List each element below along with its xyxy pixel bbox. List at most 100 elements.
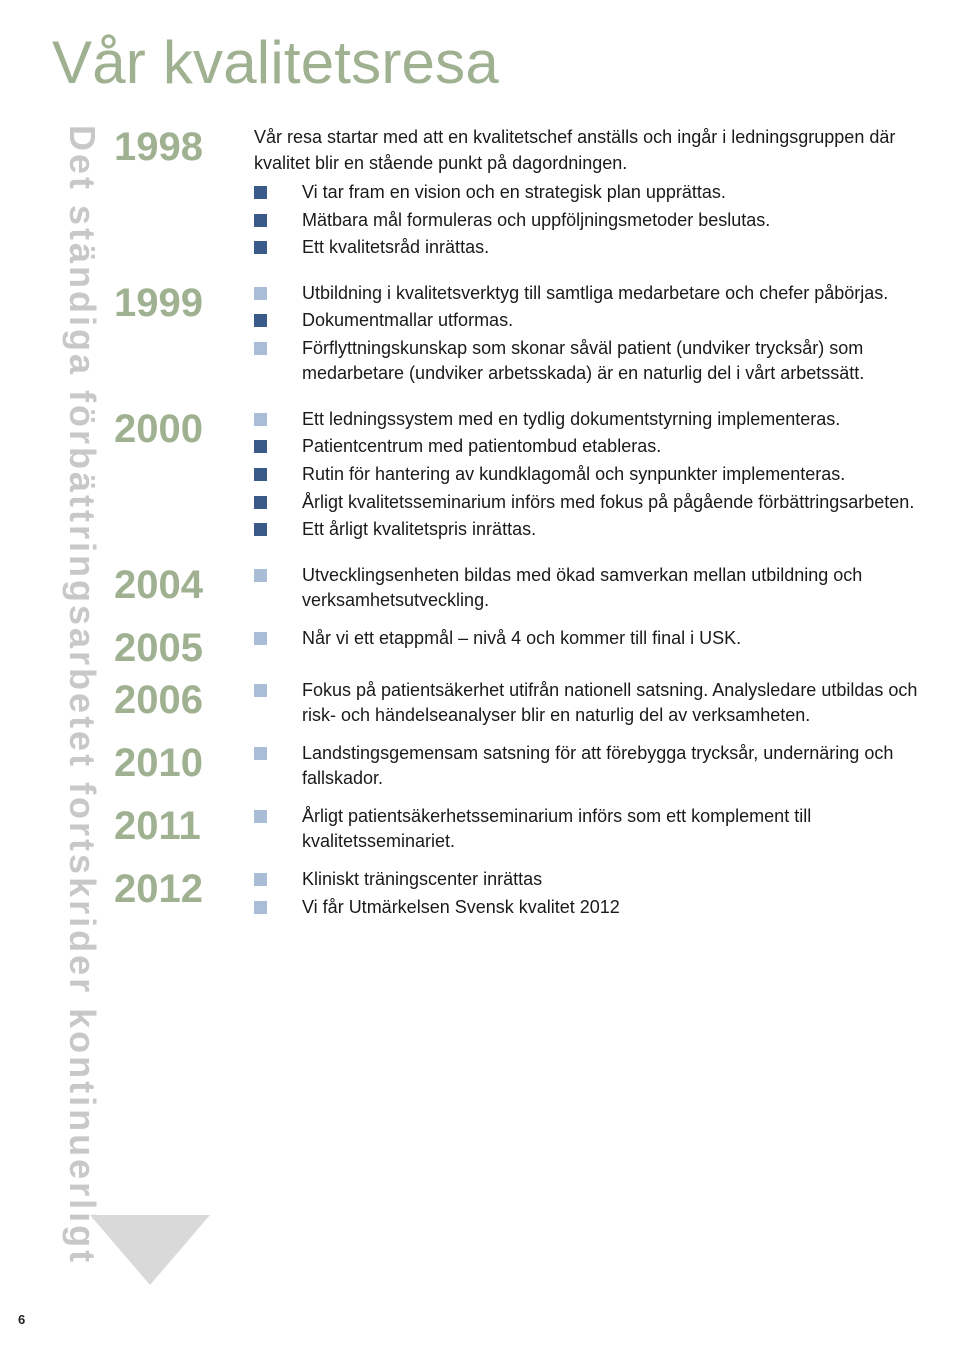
bullet-text: Patientcentrum med patientombud etablera…: [302, 436, 661, 456]
vertical-label-column: Det ständiga förbättringsarbetet fortskr…: [60, 125, 114, 932]
timeline-row: 1999Utbildning i kvalitetsverktyg till s…: [114, 281, 920, 389]
columns-layout: Det ständiga förbättringsarbetet fortskr…: [60, 125, 920, 932]
timeline-year: 2010: [114, 741, 254, 794]
bullet-item: Årligt patientsäkerhetsseminarium införs…: [254, 804, 920, 855]
bullet-item: Förflyttningskunskap som skonar såväl pa…: [254, 336, 920, 387]
bullet-text: Fokus på patientsäkerhet utifrån natione…: [302, 680, 917, 726]
timeline-year: 2005: [114, 626, 254, 668]
page-number: 6: [18, 1312, 25, 1327]
bullet-text: Mätbara mål formuleras och uppföljningsm…: [302, 210, 770, 230]
bullet-item: Vi tar fram en vision och en strategisk …: [254, 180, 920, 206]
bullet-list: Når vi ett etappmål – nivå 4 och kommer …: [254, 626, 920, 652]
bullet-item: Årligt kvalitetsseminarium införs med fo…: [254, 490, 920, 516]
bullet-text: Landstingsgemensam satsning för att före…: [302, 743, 893, 789]
timeline-row: 2000 Ett ledningssystem med en tydlig dok…: [114, 407, 920, 545]
bullet-square-icon: [254, 413, 267, 426]
page-title: Vår kvalitetsresa: [52, 28, 920, 97]
timeline-intro: Vår resa startar med att en kvalitetsche…: [254, 125, 920, 176]
bullet-item: Ett kvalitetsråd inrättas.: [254, 235, 920, 261]
bullet-square-icon: [254, 440, 267, 453]
timeline-row: 2010 Landstingsgemensam satsning för att …: [114, 741, 920, 794]
bullet-text: Ett årligt kvalitetspris inrättas.: [302, 519, 536, 539]
row-gap: [114, 731, 920, 741]
row-gap: [114, 616, 920, 626]
bullet-list: Utbildning i kvalitetsverktyg till samtl…: [254, 281, 920, 387]
bullet-item: Utvecklingsenheten bildas med ökad samve…: [254, 563, 920, 614]
bullet-list: Kliniskt träningscenter inrättas Vi får U…: [254, 867, 920, 920]
timeline-year: 2004: [114, 563, 254, 616]
vertical-label: Det ständiga förbättringsarbetet fortskr…: [60, 125, 105, 1265]
bullet-square-icon: [254, 873, 267, 886]
timeline-year: 1998: [114, 125, 254, 263]
bullet-list: Vi tar fram en vision och en strategisk …: [254, 180, 920, 261]
bullet-item: Patientcentrum med patientombud etablera…: [254, 434, 920, 460]
bullet-square-icon: [254, 468, 267, 481]
bullet-item: Dokumentmallar utformas.: [254, 308, 920, 334]
bullet-text: Vi får Utmärkelsen Svensk kvalitet 2012: [302, 897, 620, 917]
timeline-column: 1998Vår resa startar med att en kvalitet…: [114, 125, 920, 932]
bullet-square-icon: [254, 810, 267, 823]
bullet-square-icon: [254, 496, 267, 509]
bullet-text: Når vi ett etappmål – nivå 4 och kommer …: [302, 628, 741, 648]
bullet-item: Utbildning i kvalitetsverktyg till samtl…: [254, 281, 920, 307]
row-gap: [114, 668, 920, 678]
timeline-year: 2011: [114, 804, 254, 857]
bullet-square-icon: [254, 684, 267, 697]
timeline-content: Når vi ett etappmål – nivå 4 och kommer …: [254, 626, 920, 668]
bullet-list: Fokus på patientsäkerhet utifrån natione…: [254, 678, 920, 729]
timeline-row: 2005 Når vi ett etappmål – nivå 4 och kom…: [114, 626, 920, 668]
timeline-content: Utbildning i kvalitetsverktyg till samtl…: [254, 281, 920, 389]
bullet-list: Årligt patientsäkerhetsseminarium införs…: [254, 804, 920, 855]
bullet-item: Ett årligt kvalitetspris inrättas.: [254, 517, 920, 543]
timeline-content: Vår resa startar med att en kvalitetsche…: [254, 125, 920, 263]
bullet-text: Ett kvalitetsråd inrättas.: [302, 237, 489, 257]
timeline-content: Ett ledningssystem med en tydlig dokumen…: [254, 407, 920, 545]
bullet-item: Rutin för hantering av kundklagomål och …: [254, 462, 920, 488]
timeline-row: 1998Vår resa startar med att en kvalitet…: [114, 125, 920, 263]
bullet-square-icon: [254, 632, 267, 645]
bullet-square-icon: [254, 569, 267, 582]
timeline-content: Landstingsgemensam satsning för att före…: [254, 741, 920, 794]
timeline-year: 2012: [114, 867, 254, 922]
bullet-text: Ett ledningssystem med en tydlig dokumen…: [302, 409, 840, 429]
bullet-item: Kliniskt träningscenter inrättas: [254, 867, 920, 893]
timeline-row: 2004 Utvecklingsenheten bildas med ökad s…: [114, 563, 920, 616]
bullet-square-icon: [254, 342, 267, 355]
bullet-item: Vi får Utmärkelsen Svensk kvalitet 2012: [254, 895, 920, 921]
bullet-square-icon: [254, 287, 267, 300]
bullet-item: Landstingsgemensam satsning för att före…: [254, 741, 920, 792]
bullet-square-icon: [254, 314, 267, 327]
bullet-square-icon: [254, 241, 267, 254]
bullet-item: Når vi ett etappmål – nivå 4 och kommer …: [254, 626, 920, 652]
page: Vår kvalitetsresa Det ständiga förbättri…: [0, 0, 960, 1349]
bullet-square-icon: [254, 523, 267, 536]
bullet-item: Fokus på patientsäkerhet utifrån natione…: [254, 678, 920, 729]
row-gap: [114, 389, 920, 407]
bullet-text: Dokumentmallar utformas.: [302, 310, 513, 330]
bullet-list: Utvecklingsenheten bildas med ökad samve…: [254, 563, 920, 614]
bullet-square-icon: [254, 901, 267, 914]
bullet-item: Mätbara mål formuleras och uppföljningsm…: [254, 208, 920, 234]
bullet-text: Rutin för hantering av kundklagomål och …: [302, 464, 845, 484]
bullet-square-icon: [254, 747, 267, 760]
bullet-text: Kliniskt träningscenter inrättas: [302, 869, 542, 889]
bullet-item: Ett ledningssystem med en tydlig dokumen…: [254, 407, 920, 433]
timeline-content: Fokus på patientsäkerhet utifrån natione…: [254, 678, 920, 731]
bullet-text: Förflyttningskunskap som skonar såväl pa…: [302, 338, 864, 384]
row-gap: [114, 263, 920, 281]
bullet-square-icon: [254, 214, 267, 227]
row-gap: [114, 857, 920, 867]
bullet-text: Utvecklingsenheten bildas med ökad samve…: [302, 565, 862, 611]
timeline-row: 2012 Kliniskt träningscenter inrättas Vi f…: [114, 867, 920, 922]
row-gap: [114, 794, 920, 804]
bullet-list: Landstingsgemensam satsning för att före…: [254, 741, 920, 792]
arrow-down-icon: [90, 1215, 210, 1285]
timeline-year: 2000: [114, 407, 254, 545]
timeline-content: Kliniskt träningscenter inrättas Vi får U…: [254, 867, 920, 922]
bullet-text: Årligt patientsäkerhetsseminarium införs…: [302, 806, 811, 852]
bullet-text: Vi tar fram en vision och en strategisk …: [302, 182, 726, 202]
timeline-year: 2006: [114, 678, 254, 731]
bullet-square-icon: [254, 186, 267, 199]
timeline-year: 1999: [114, 281, 254, 389]
row-gap: [114, 922, 920, 932]
